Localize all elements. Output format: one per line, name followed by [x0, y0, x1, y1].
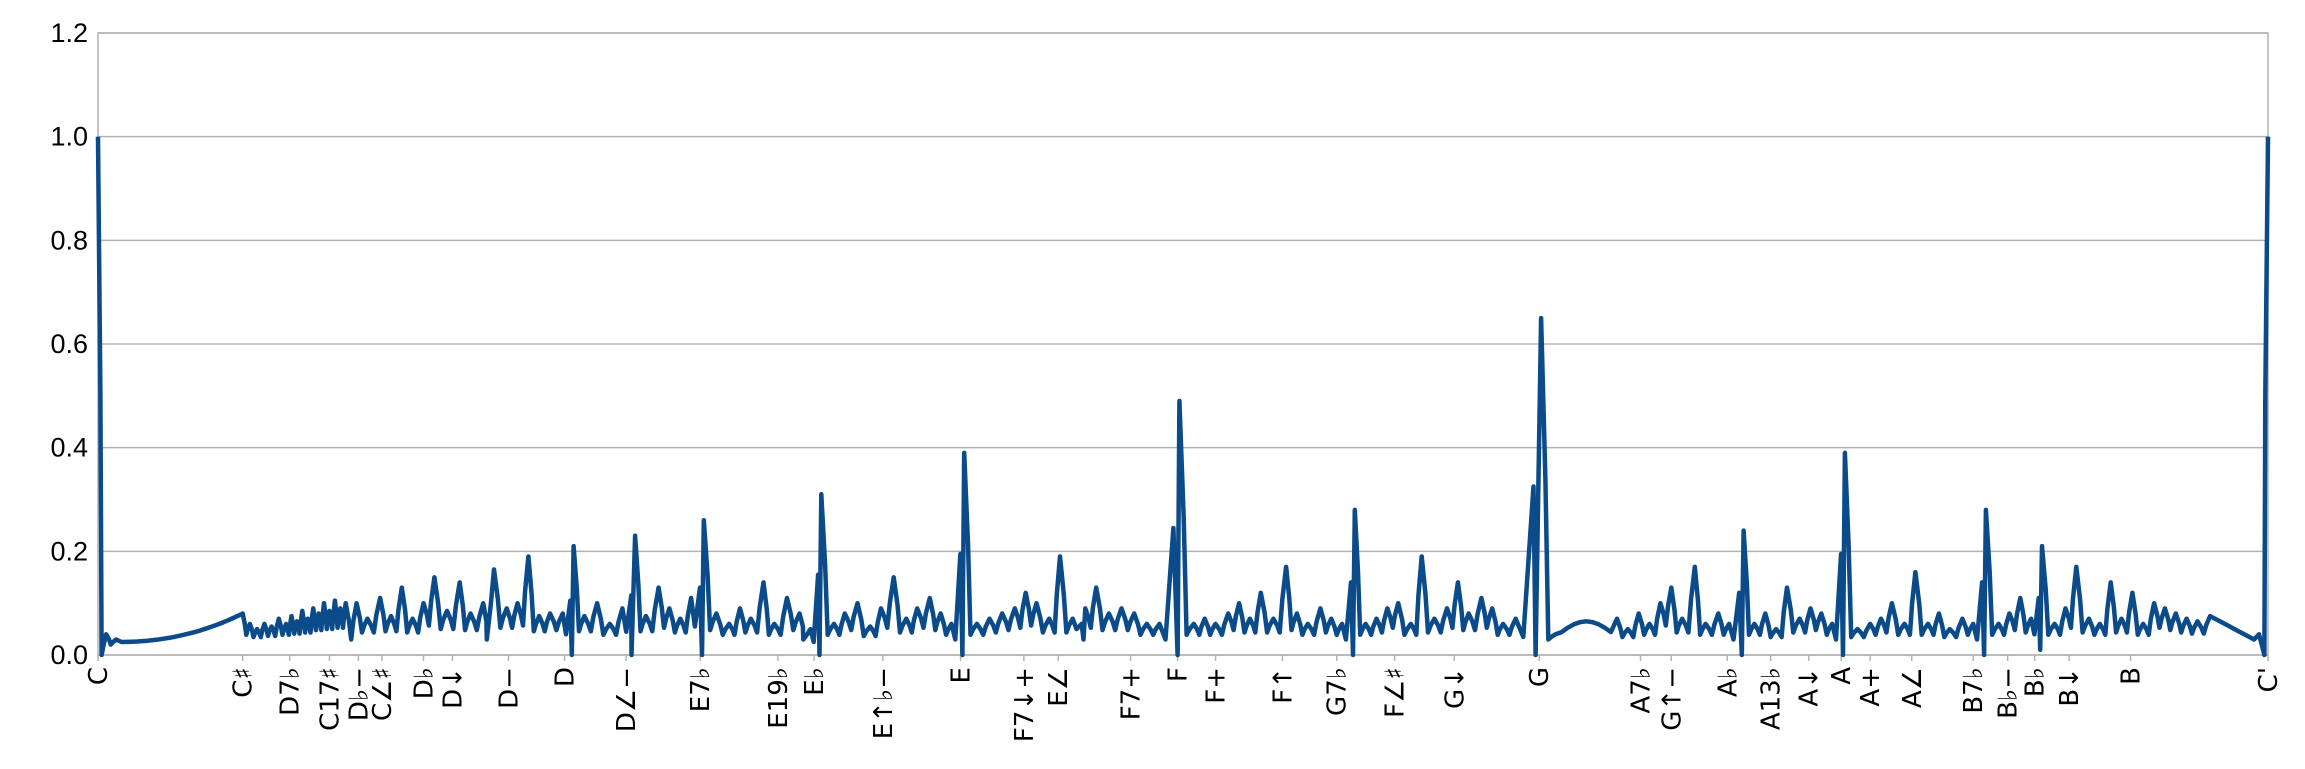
- y-tick-label: 0.2: [50, 536, 88, 566]
- y-tick-label: 0.4: [50, 433, 88, 463]
- x-category-label: A↓: [1795, 667, 1825, 707]
- x-category-label: B♭: [2021, 667, 2051, 697]
- x-axis-ticks: [97, 655, 2269, 661]
- x-category-label: A: [1827, 667, 1857, 685]
- x-category-label: E♭: [800, 667, 830, 696]
- x-category-label: D♭−: [344, 667, 374, 721]
- y-tick-label: 1.2: [50, 18, 88, 48]
- x-category-label: A♭: [1713, 667, 1743, 697]
- x-category-label: G↑−: [1657, 667, 1687, 731]
- x-category-label: G: [1525, 667, 1555, 687]
- x-category-label: D7♭: [276, 667, 306, 716]
- x-category-label: F∠♯: [1381, 667, 1411, 718]
- x-category-label: A+: [1856, 667, 1886, 707]
- y-tick-label: 0.8: [50, 225, 88, 255]
- x-category-label: B: [2117, 667, 2147, 685]
- x-category-label: B7♭: [1959, 667, 1989, 714]
- x-category-label: E↑♭−: [869, 667, 899, 739]
- x-category-label: E7♭: [686, 667, 716, 712]
- x-category-label: B♭−: [1994, 667, 2024, 719]
- x-axis-category-labels: C C♯ D7♭ C17♯D♭−C∠♯ D♭D↓ D− D D∠− E7♭ E19♭ E♭ E↑♭− E…: [84, 667, 2284, 742]
- x-category-label: C: [84, 667, 114, 685]
- x-category-label: E∠: [1044, 667, 1074, 707]
- x-category-label: C': [2254, 667, 2284, 692]
- y-tick-label: 0.6: [50, 329, 88, 359]
- x-category-label: F7↓+: [1010, 667, 1040, 742]
- x-category-label: F+: [1202, 667, 1232, 704]
- y-axis-tick-labels: 0.0 0.2 0.4 0.6 0.8 1.0 1.2: [50, 18, 88, 670]
- x-category-label: D∠−: [612, 667, 642, 732]
- y-tick-label: 0.0: [50, 640, 88, 670]
- series-line: [95, 136, 2271, 658]
- x-category-label: D↓: [438, 667, 468, 709]
- y-tick-label: 1.0: [50, 122, 88, 152]
- x-category-label: F: [1164, 667, 1194, 682]
- x-category-label: C∠♯: [368, 667, 398, 721]
- x-category-label: E19♭: [764, 667, 794, 729]
- x-category-label: A7♭: [1627, 667, 1657, 714]
- x-category-label: D: [551, 667, 581, 687]
- x-category-label: G↓: [1440, 667, 1470, 709]
- x-category-label: F7+: [1117, 667, 1147, 720]
- x-category-label: E: [947, 667, 977, 683]
- x-category-label: D−: [494, 667, 524, 709]
- x-category-label: G7♭: [1323, 667, 1353, 716]
- x-category-label: C♯: [229, 667, 259, 698]
- x-category-label: A13♭: [1757, 667, 1787, 730]
- x-category-label: A∠: [1898, 667, 1928, 708]
- x-category-label: F↑: [1268, 667, 1298, 704]
- x-category-label: B↓: [2055, 667, 2085, 707]
- x-category-label: C17♯: [315, 667, 345, 731]
- x-category-label: D♭: [410, 667, 440, 699]
